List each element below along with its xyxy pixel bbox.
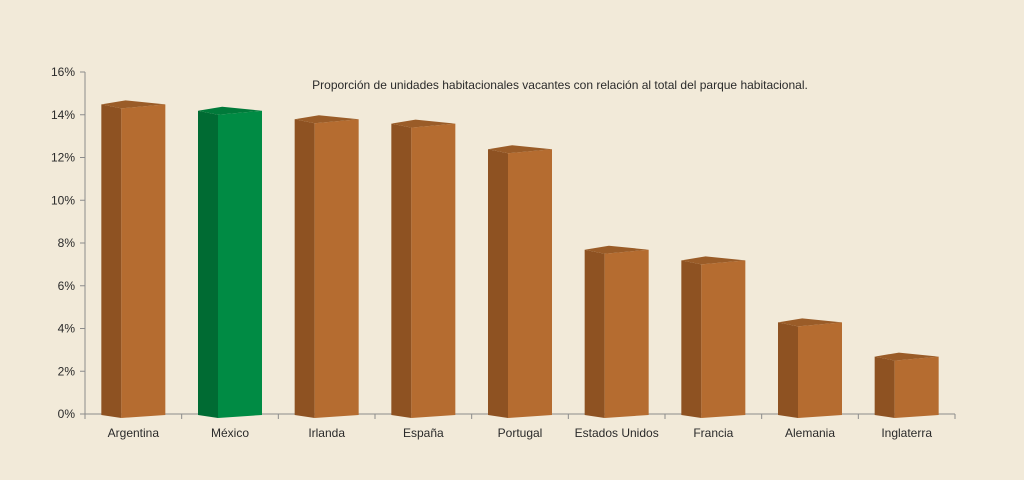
y-tick-label: 6% [58, 279, 76, 293]
bar-side-face [294, 119, 315, 419]
bar-front-face [894, 356, 939, 418]
bar-méxico [198, 106, 262, 418]
bar-argentina [101, 100, 166, 419]
bar-francia [681, 256, 746, 418]
bar-top-face [294, 115, 359, 124]
y-tick-label: 16% [51, 65, 75, 79]
bar-inglaterra [874, 352, 939, 418]
chart-title: Proporción de unidades habitacionales va… [312, 78, 808, 92]
bar-side-face [874, 356, 895, 418]
bar-front-face [218, 110, 262, 418]
x-tick-label: Alemania [785, 426, 835, 440]
bar-portugal [488, 145, 552, 418]
bar-front-face [314, 119, 359, 419]
x-tick-label: México [211, 426, 249, 440]
bar-top-face [778, 318, 842, 327]
bar-front-face [604, 249, 649, 418]
labels-group: 0% 2% 4% 6% 8% 10% 12% 14% 16% Argentina México Irl… [51, 65, 932, 440]
bar-top-face [488, 145, 552, 154]
y-tick-label: 8% [58, 236, 76, 250]
x-tick-label: Francia [693, 426, 733, 440]
bar-top-face [681, 256, 746, 265]
bar-alemania [778, 318, 842, 418]
y-tick-label: 0% [58, 407, 76, 421]
bar-side-face [391, 123, 412, 418]
x-tick-label: Portugal [498, 426, 543, 440]
bar-side-face [198, 110, 218, 418]
x-tick-label: Estados Unidos [575, 426, 659, 440]
y-tick-label: 12% [51, 151, 75, 165]
bar-estados-unidos [584, 245, 649, 418]
bar-front-face [121, 104, 166, 419]
bar-side-face [681, 260, 702, 418]
bar-top-face [874, 352, 939, 361]
bar-irlanda [294, 115, 359, 419]
y-tick-label: 10% [51, 193, 75, 207]
bar-españa [391, 119, 456, 418]
bar-side-face [488, 149, 508, 418]
bar-side-face [584, 249, 605, 418]
y-tick-label: 14% [51, 108, 75, 122]
y-tick-label: 4% [58, 322, 76, 336]
bar-top-face [101, 100, 166, 109]
y-tick-label: 2% [58, 364, 76, 378]
x-tick-label: Argentina [108, 426, 160, 440]
bar-front-face [508, 149, 552, 418]
bar-front-face [798, 322, 842, 418]
bar-side-face [101, 104, 122, 419]
bar-top-face [198, 106, 262, 115]
bars-group [101, 100, 939, 419]
bar-front-face [411, 123, 456, 418]
bar-top-face [391, 119, 456, 128]
x-tick-label: Irlanda [308, 426, 345, 440]
bar-side-face [778, 322, 798, 418]
x-tick-label: Inglaterra [881, 426, 932, 440]
x-tick-label: España [403, 426, 444, 440]
bar-top-face [584, 245, 649, 254]
bar-front-face [701, 260, 746, 418]
